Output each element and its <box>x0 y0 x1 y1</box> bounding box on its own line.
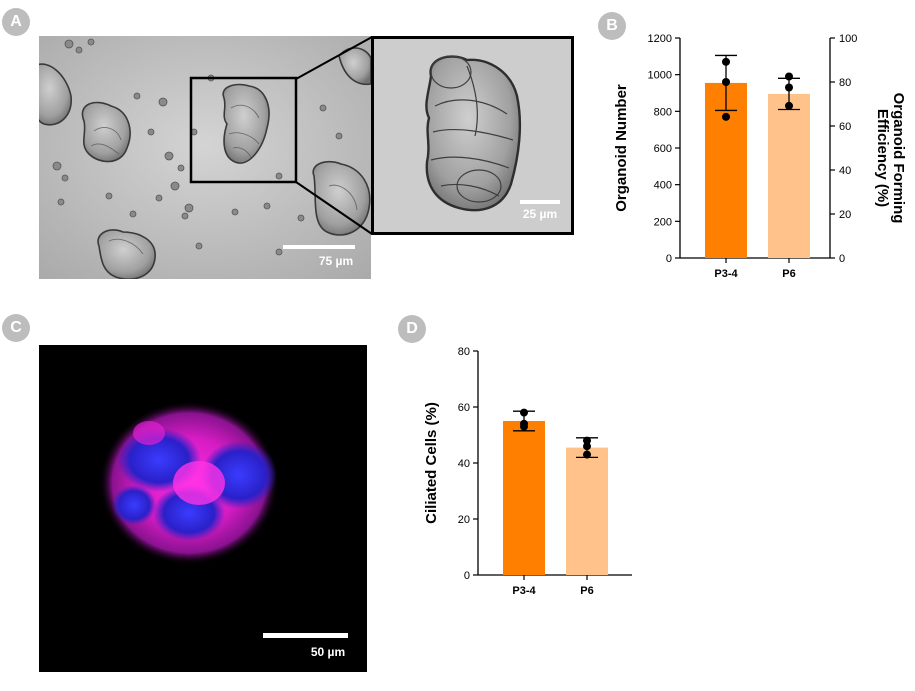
chart-ciliated-cells: 0 20 40 60 80 Ciliated Cells (%) P3-4 P6 <box>423 346 632 597</box>
bar-p3-4 <box>705 82 747 258</box>
panel-label-c: C <box>2 314 30 342</box>
x-tick-label: P6 <box>782 268 795 280</box>
y2-tick-label: 40 <box>839 165 851 177</box>
data-point <box>722 57 730 66</box>
y-tick-label: 40 <box>458 458 470 470</box>
y-tick-label: 1200 <box>648 33 672 45</box>
data-point <box>520 408 528 417</box>
panel-label-b: B <box>598 12 626 40</box>
data-point <box>785 72 793 81</box>
panel-label-a: A <box>2 8 30 36</box>
scale-bar <box>263 633 348 638</box>
y-axis-label: Ciliated Cells (%) <box>423 402 440 524</box>
y2-tick-label: 100 <box>839 33 857 45</box>
zoomed-organoid-inset: 25 µm <box>371 36 574 235</box>
y-axis-label: Organoid Number <box>613 84 630 212</box>
fluorescence-micrograph: 50 µm <box>39 345 367 672</box>
scale-bar <box>283 245 355 249</box>
organoid-cluster <box>39 47 371 279</box>
y2-tick-label: 20 <box>839 209 851 221</box>
y2-axis-label-line2: Efficiency (%) <box>874 109 891 207</box>
data-point <box>583 436 591 445</box>
zoom-connector-lines <box>295 36 373 235</box>
y-tick-label: 800 <box>654 106 672 118</box>
scale-bar-label: 50 µm <box>311 645 345 659</box>
data-point <box>520 422 528 431</box>
bar-p6 <box>566 447 608 575</box>
y2-tick-label: 0 <box>839 253 845 265</box>
data-point <box>785 101 793 110</box>
y-tick-label: 400 <box>654 180 672 192</box>
y2-tick-label: 80 <box>839 77 851 89</box>
panel-label-d: D <box>398 315 426 343</box>
data-point <box>722 112 730 121</box>
x-tick-label: P3-4 <box>714 268 738 280</box>
zoom-region-box <box>189 76 298 184</box>
y2-axis-label-line1: Organoid Forming <box>890 93 907 224</box>
y-tick-label: 1000 <box>648 70 672 82</box>
zoom-scale-bar-label: 25 µm <box>523 207 557 221</box>
y-tick-label: 200 <box>654 216 672 228</box>
brightfield-micrograph: 75 µm <box>39 36 371 279</box>
zoom-scale-bar <box>520 200 560 204</box>
bar-p3-4 <box>503 421 545 575</box>
bar-p6 <box>768 93 810 259</box>
y-tick-label: 20 <box>458 514 470 526</box>
y-tick-label: 80 <box>458 346 470 358</box>
y2-tick-label: 60 <box>839 121 851 133</box>
y-tick-label: 0 <box>464 570 470 582</box>
data-point <box>722 78 730 86</box>
y-tick-label: 600 <box>654 143 672 155</box>
y-tick-label: 0 <box>666 253 672 265</box>
y-tick-label: 60 <box>458 402 470 414</box>
data-point <box>583 450 591 459</box>
x-tick-label: P3-4 <box>512 585 536 597</box>
data-point <box>785 83 793 92</box>
scale-bar-label: 75 µm <box>319 254 353 268</box>
data-point <box>583 442 591 451</box>
x-tick-label: P6 <box>580 585 593 597</box>
